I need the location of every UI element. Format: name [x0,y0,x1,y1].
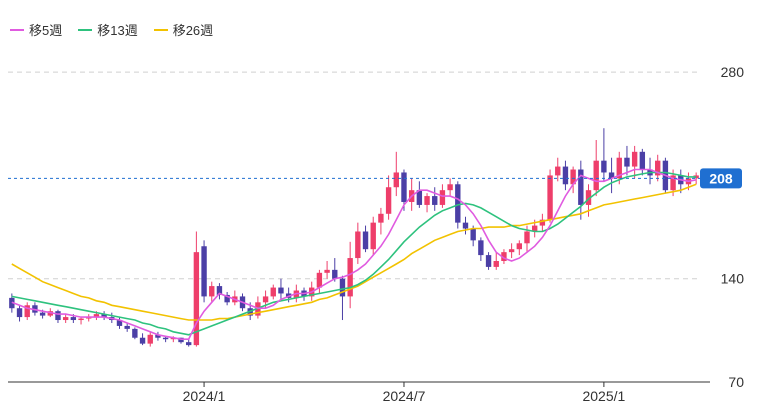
candle-body [593,160,599,191]
candle-body [393,172,399,188]
legend-label-ma5: 移5週 [29,23,63,38]
candle-body [162,337,169,340]
candle-body [578,169,584,205]
candle-body [601,160,607,173]
x-tick-label: 2025/1 [582,388,625,404]
ma5-line [11,168,697,341]
legend-item-ma5: 移5週 [10,20,62,39]
candle-body [324,269,330,273]
candle-body [424,196,430,205]
candle-body [39,312,46,316]
legend-label-ma26: 移26週 [172,23,214,38]
candle-body [631,151,638,167]
y-tick-label: 280 [721,64,745,80]
candle-body [585,190,592,205]
candle-body [155,334,161,338]
candle-body [147,334,153,344]
candle-body [70,317,77,321]
candle-body [78,318,84,321]
candle-body [555,166,561,176]
candle-body [201,246,207,297]
candle-body [332,269,338,279]
legend-swatch-ma5 [10,28,24,31]
legend-item-ma26: 移26週 [153,20,214,39]
legend-label-ma13: 移13週 [97,23,138,38]
candle-body [439,190,446,205]
candle-body [670,175,676,191]
candle-body [224,294,230,303]
candle-body [608,172,615,179]
candle-body [416,190,423,205]
candle-body [132,328,138,338]
candle-body [516,243,523,250]
candle-body [470,228,476,241]
legend-swatch-ma13 [78,28,93,31]
candles-group [9,128,699,347]
candle-body [655,160,661,176]
candle-body [101,314,107,318]
candle-body [493,261,499,267]
y-tick-label: 70 [728,374,744,390]
candle-body [24,305,30,318]
candle-body [524,231,530,244]
candle-body [478,240,484,256]
candle-body [116,320,123,326]
candle-body [378,213,384,223]
legend-swatch-ma26 [153,28,168,31]
candle-body [639,151,646,170]
candle-body [531,225,538,232]
candle-body [16,308,23,318]
candle-body [547,175,553,220]
ma26-line [11,183,697,321]
candle-body [385,187,392,214]
candle-body [347,258,353,297]
x-tick-label: 2024/7 [383,388,426,404]
candle-body [362,231,369,250]
candle-body [370,222,376,250]
candle-body [262,296,269,303]
candle-body [432,196,438,205]
candle-body [270,287,276,297]
candle-body [455,184,461,223]
candle-body [616,157,622,179]
candle-body [55,311,61,321]
legend-item-ma13: 移13週 [78,20,138,39]
candle-body [339,278,346,297]
y-tick-label: 140 [721,271,745,287]
ma13-line [11,171,697,336]
candle-body [624,157,630,167]
candle-body [401,172,407,202]
candle-body [508,249,515,253]
candle-body [355,231,361,259]
candle-body [447,184,453,191]
candle-body [501,252,507,262]
candle-body [93,314,100,318]
candle-body [216,286,223,295]
chart-legend: 移5週 移13週 移26週 [10,20,213,39]
candle-body [62,317,69,321]
candle-body [562,166,569,185]
x-tick-label: 2024/1 [183,388,226,404]
candle-body [316,272,323,288]
candle-body [539,219,546,226]
candle-body [570,169,576,185]
candle-body [124,325,130,329]
candle-body [193,252,200,346]
candle-body [139,337,146,344]
current-price-badge [700,168,742,189]
candle-body [278,287,284,294]
candle-body [462,222,469,229]
candle-body [185,342,192,346]
current-price-label: 208 [709,170,733,186]
candle-body [485,255,492,267]
candle-body [209,286,215,297]
